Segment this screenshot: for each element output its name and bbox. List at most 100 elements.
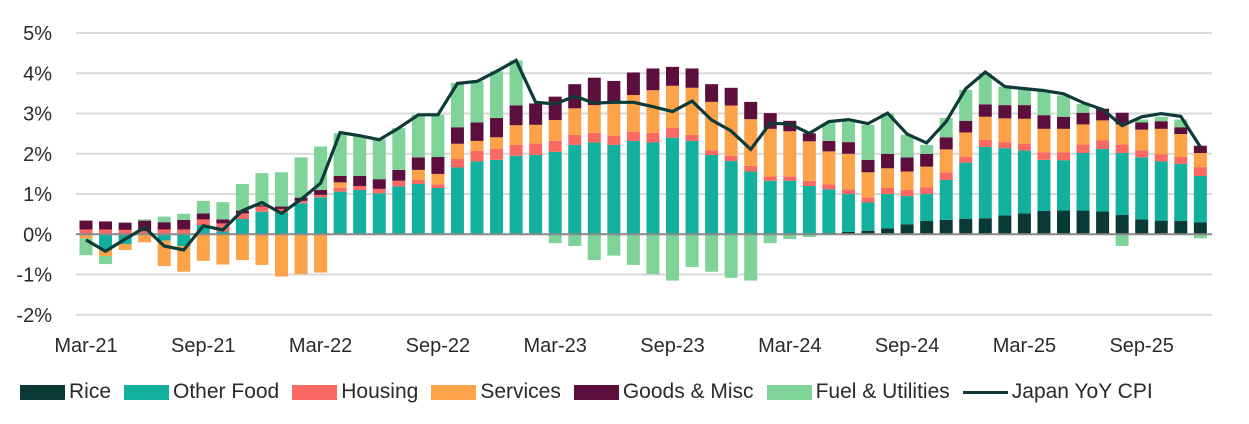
bar-segment-other-food [744,171,758,235]
bar-segment-fuel-utilities [920,144,934,154]
bar-segment-fuel-utilities [1154,116,1168,122]
bar-segment-other-food [372,193,386,235]
bar-segment-goods-misc [333,175,347,183]
bar-segment-goods-misc [470,122,484,141]
bar-segment-fuel-utilities [587,234,601,261]
bar-stack-nov-24 [939,117,953,235]
bar-segment-goods-misc [392,169,406,181]
bar-segment-housing [1154,154,1168,162]
bar-stack-apr-24 [802,133,816,238]
bar-segment-housing [392,180,406,187]
bar-segment-other-food [1057,160,1070,211]
bar-segment-services [235,234,249,261]
bar-segment-goods-misc [920,153,934,167]
bar-segment-housing [372,188,386,194]
bar-stack-oct-22 [450,82,464,235]
bar-stack-may-23 [587,77,601,261]
bar-segment-other-food [900,196,914,225]
bar-stack-aug-23 [646,68,660,275]
bar-segment-housing [490,148,504,160]
bar-segment-goods-misc [1037,115,1051,129]
legend-item-housing: Housing [292,380,418,404]
bar-segment-housing [841,189,855,195]
bar-segment-fuel-utilities [255,173,269,206]
bar-stack-mar-23 [548,96,562,244]
bar-segment-housing [1135,150,1149,158]
bar-segment-services [900,171,914,191]
bar-stack-mar-25 [1017,89,1031,235]
bar-segment-other-food [157,234,171,241]
bar-segment-goods-misc [275,206,288,209]
bar-segment-other-food [1037,159,1051,211]
bar-segment-other-food [998,148,1012,216]
bar-segment-fuel-utilities [372,138,386,180]
bar-stack-jan-22 [275,172,288,277]
bar-segment-services [1154,128,1168,155]
bar-segment-goods-misc [509,105,523,126]
bar-segment-goods-misc [802,133,816,142]
bar-segment-rice [1017,213,1031,235]
bar-segment-goods-misc [353,175,367,186]
bar-segment-goods-misc [196,213,210,220]
legend-swatch-services [431,384,477,400]
bar-segment-fuel-utilities [1037,91,1051,116]
legend-item-fuel-utilities: Fuel & Utilities [766,380,950,404]
bar-segment-services [763,128,777,177]
bar-stack-nov-21 [235,183,249,261]
bar-segment-other-food [314,197,328,235]
bar-segment-housing [978,139,992,147]
bar-segment-rice [1174,221,1188,235]
bar-segment-housing [1174,157,1188,164]
bar-segment-other-food [666,137,679,235]
bar-stack-aug-24 [881,113,895,235]
bar-segment-goods-misc [587,77,601,106]
bar-stack-oct-23 [685,68,699,267]
bar-segment-fuel-utilities [450,82,464,128]
bar-segment-fuel-utilities [1017,89,1031,106]
bar-segment-other-food [177,234,191,246]
bar-segment-housing [275,208,288,213]
bar-segment-other-food [196,225,210,235]
bar-segment-goods-misc [79,220,93,230]
bar-segment-goods-misc [1154,121,1168,129]
bar-segment-rice [959,219,973,235]
legend-item-goods-misc: Goods & Misc [573,380,754,404]
bar-segment-goods-misc [724,87,738,106]
bar-stack-nov-22 [470,81,484,235]
bar-segment-services [744,119,758,166]
bar-segment-services [1017,118,1031,144]
bar-segment-rice [1135,219,1149,235]
bar-stack-jan-23 [509,60,523,235]
bar-segment-services [490,137,504,149]
bar-segment-fuel-utilities [744,234,758,281]
bar-segment-fuel-utilities [1193,234,1207,239]
legend-label-housing: Housing [341,380,419,403]
bar-segment-goods-misc [1135,122,1149,130]
bar-segment-fuel-utilities [157,216,171,223]
bar-stack-jan-25 [978,73,992,235]
bar-segment-housing [861,197,875,203]
bar-segment-fuel-utilities [1076,103,1090,113]
bar-segment-fuel-utilities [783,234,797,240]
bar-stack-apr-21 [99,221,113,265]
bar-stack-may-22 [353,135,367,235]
bar-segment-fuel-utilities [333,133,347,176]
legend-label-japan-yoy-cpi: Japan YoY CPI [1011,380,1153,403]
bar-segment-other-food [1096,148,1110,212]
bar-segment-other-food [294,203,308,235]
bar-segment-housing [959,156,973,163]
bar-segment-housing [235,213,249,220]
bar-stack-jun-23 [607,80,621,256]
bar-segment-goods-misc [744,101,758,120]
bar-segment-goods-misc [548,96,562,120]
stacked-bars [79,60,1207,281]
bar-segment-housing [900,190,914,197]
bar-segment-goods-misc [157,222,171,230]
bar-segment-services [450,143,464,159]
bar-stack-oct-21 [216,202,230,265]
bar-segment-other-food [783,180,797,235]
bar-segment-rice [881,228,895,235]
bar-segment-housing [216,223,230,232]
bar-segment-other-food [411,183,425,235]
bar-segment-goods-misc [998,105,1012,119]
